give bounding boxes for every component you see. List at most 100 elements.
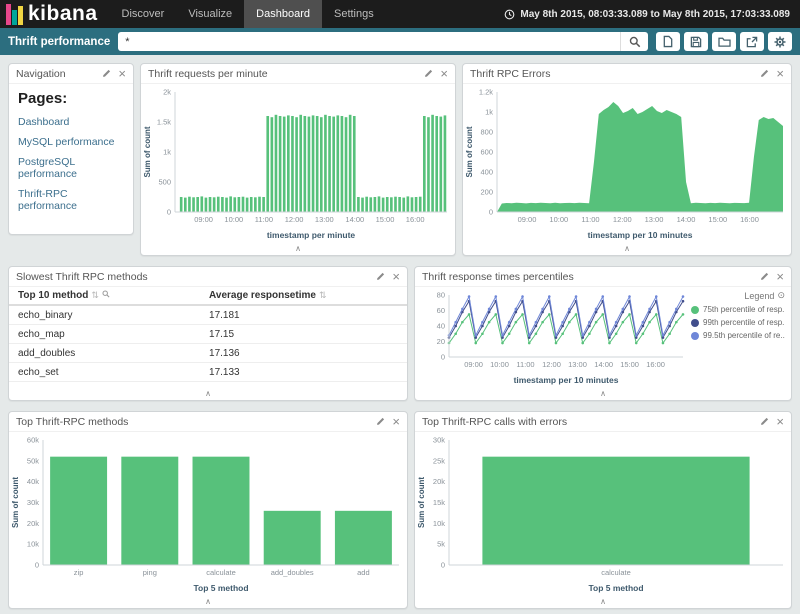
collapse-toggle[interactable]: ∧ bbox=[205, 597, 211, 606]
svg-text:13:00: 13:00 bbox=[315, 215, 334, 224]
close-panel-icon[interactable]: × bbox=[776, 66, 784, 81]
svg-text:14:00: 14:00 bbox=[677, 215, 696, 224]
svg-text:10k: 10k bbox=[433, 519, 445, 528]
close-panel-icon[interactable]: × bbox=[118, 66, 126, 81]
nav-link-thrift-rpc[interactable]: Thrift-RPC performance bbox=[18, 188, 77, 212]
chart-thrift-requests-per-minute[interactable]: 0 500 1k 1.5k 2k 09:00 10:00 11:00 12:00 13:00 14:… bbox=[141, 84, 455, 242]
nav-link-mysql[interactable]: MySQL performance bbox=[18, 136, 115, 148]
svg-text:1k: 1k bbox=[485, 108, 493, 117]
panel-percentiles-header[interactable]: Thrift response times percentiles × bbox=[415, 267, 791, 287]
svg-text:09:00: 09:00 bbox=[464, 360, 483, 369]
slowest-methods-table-wrap: Top 10 method ⇅ Average responsetime ⇅ ech… bbox=[9, 287, 407, 387]
svg-text:12:00: 12:00 bbox=[285, 215, 304, 224]
sort-icon[interactable]: ⇅ bbox=[318, 290, 327, 300]
edit-panel-icon[interactable] bbox=[760, 417, 769, 426]
column-search-icon[interactable] bbox=[102, 290, 110, 298]
pages-heading: Pages: bbox=[18, 90, 68, 107]
sort-icon[interactable]: ⇅ bbox=[91, 290, 99, 300]
new-dashboard-button[interactable] bbox=[656, 32, 680, 51]
legend-item-99-5th[interactable]: 99.5th percentile of re... bbox=[691, 331, 785, 340]
close-panel-icon[interactable]: × bbox=[776, 414, 784, 429]
chart-response-time-percentiles[interactable]: 0 20 40 60 80 09:00 10:00 11:00 12:00 13:00 14:00 1… bbox=[415, 287, 691, 387]
svg-text:800: 800 bbox=[480, 128, 493, 137]
nav-settings[interactable]: Settings bbox=[333, 8, 374, 20]
svg-text:10k: 10k bbox=[27, 540, 39, 549]
nav-dashboard[interactable]: Dashboard bbox=[244, 0, 322, 28]
chart-top-thrift-rpc-methods[interactable]: 0 10k 20k 30k 40k 50k 60k zip ping calculate add_d… bbox=[9, 432, 407, 595]
options-button[interactable] bbox=[768, 32, 792, 51]
panel-slowest-methods: Slowest Thrift RPC methods × Top 10 meth… bbox=[8, 266, 408, 401]
edit-panel-icon[interactable] bbox=[102, 69, 111, 78]
edit-panel-icon[interactable] bbox=[376, 417, 385, 426]
panel-title: Thrift response times percentiles bbox=[422, 270, 574, 283]
nav-link-dashboard[interactable]: Dashboard bbox=[18, 116, 70, 128]
nav-discover[interactable]: Discover bbox=[121, 8, 165, 20]
panel-top-methods-header[interactable]: Top Thrift-RPC methods × bbox=[9, 412, 407, 432]
save-icon bbox=[690, 36, 702, 47]
kibana-logo[interactable]: kibana bbox=[0, 0, 110, 28]
column-header-responsetime[interactable]: Average responsetime ⇅ bbox=[200, 287, 407, 306]
table-cell-responsetime: 17.181 bbox=[200, 305, 407, 325]
svg-text:Sum of count: Sum of count bbox=[417, 477, 426, 528]
svg-text:16:00: 16:00 bbox=[740, 215, 759, 224]
svg-text:20k: 20k bbox=[433, 477, 445, 486]
time-picker[interactable]: May 8th 2015, 08:03:33.089 to May 8th 20… bbox=[504, 0, 800, 28]
collapse-toggle[interactable]: ∧ bbox=[205, 389, 211, 398]
panel-errors-header[interactable]: Thrift RPC Errors × bbox=[463, 64, 791, 84]
edit-panel-icon[interactable] bbox=[376, 272, 385, 281]
panel-top-methods: Top Thrift-RPC methods × 0 10k 20k 30k 40k 50… bbox=[8, 411, 408, 609]
close-panel-icon[interactable]: × bbox=[776, 269, 784, 284]
legend-toggle[interactable]: Legend ⊙ bbox=[744, 290, 785, 301]
edit-panel-icon[interactable] bbox=[760, 69, 769, 78]
close-panel-icon[interactable]: × bbox=[392, 414, 400, 429]
svg-text:600: 600 bbox=[480, 148, 493, 157]
svg-text:50k: 50k bbox=[27, 456, 39, 465]
chart-thrift-rpc-errors[interactable]: 0 200 400 600 800 1k 1.2k 09:00 10:00 11:00 12:00 1… bbox=[463, 84, 791, 242]
nav-link-postgresql[interactable]: PostgreSQL performance bbox=[18, 156, 77, 180]
column-header-method[interactable]: Top 10 method ⇅ bbox=[9, 287, 201, 306]
svg-text:10:00: 10:00 bbox=[224, 215, 243, 224]
save-dashboard-button[interactable] bbox=[684, 32, 708, 51]
panel-slowest-header[interactable]: Slowest Thrift RPC methods × bbox=[9, 267, 407, 287]
legend-item-75th[interactable]: 75th percentile of resp... bbox=[691, 305, 785, 314]
collapse-toggle[interactable]: ∧ bbox=[600, 597, 606, 606]
table-cell-responsetime: 17.136 bbox=[200, 343, 407, 363]
panel-top-errors-header[interactable]: Top Thrift-RPC calls with errors × bbox=[415, 412, 791, 432]
new-document-icon bbox=[663, 35, 673, 48]
svg-text:60: 60 bbox=[437, 306, 445, 315]
panel-navigation-header[interactable]: Navigation × bbox=[9, 64, 133, 84]
table-cell-responsetime: 17.133 bbox=[200, 362, 407, 382]
svg-text:1.5k: 1.5k bbox=[157, 118, 171, 127]
svg-text:15:00: 15:00 bbox=[708, 215, 727, 224]
svg-text:Sum of count: Sum of count bbox=[11, 477, 20, 528]
panel-title: Slowest Thrift RPC methods bbox=[16, 270, 148, 283]
svg-text:add: add bbox=[357, 568, 370, 577]
chart-top-calls-with-errors[interactable]: 0 5k 10k 15k 20k 25k 30k calculate Sum of count T… bbox=[415, 432, 791, 595]
svg-text:zip: zip bbox=[74, 568, 84, 577]
nav-visualize[interactable]: Visualize bbox=[188, 8, 233, 20]
collapse-toggle[interactable]: ∧ bbox=[600, 389, 606, 398]
legend-item-99th[interactable]: 99th percentile of resp... bbox=[691, 318, 785, 327]
collapse-toggle[interactable]: ∧ bbox=[295, 244, 301, 253]
svg-text:11:00: 11:00 bbox=[516, 360, 534, 369]
query-input[interactable] bbox=[118, 32, 620, 51]
share-dashboard-button[interactable] bbox=[740, 32, 764, 51]
svg-text:0: 0 bbox=[441, 353, 445, 362]
collapse-toggle[interactable]: ∧ bbox=[624, 244, 630, 253]
svg-text:40k: 40k bbox=[27, 477, 39, 486]
close-panel-icon[interactable]: × bbox=[392, 269, 400, 284]
svg-text:09:00: 09:00 bbox=[518, 215, 537, 224]
gear-icon bbox=[774, 36, 786, 47]
close-panel-icon[interactable]: × bbox=[440, 66, 448, 81]
svg-text:16:00: 16:00 bbox=[406, 215, 425, 224]
load-dashboard-button[interactable] bbox=[712, 32, 736, 51]
time-range-text: May 8th 2015, 08:03:33.089 to May 8th 20… bbox=[520, 8, 790, 20]
svg-text:10:00: 10:00 bbox=[549, 215, 568, 224]
edit-panel-icon[interactable] bbox=[424, 69, 433, 78]
svg-text:11:00: 11:00 bbox=[581, 215, 599, 224]
search-button[interactable] bbox=[620, 32, 648, 51]
edit-panel-icon[interactable] bbox=[760, 272, 769, 281]
dashboard-grid: Navigation × Pages: Dashboard MySQL perf… bbox=[0, 55, 800, 614]
svg-text:0: 0 bbox=[167, 208, 171, 217]
panel-requests-header[interactable]: Thrift requests per minute × bbox=[141, 64, 455, 84]
